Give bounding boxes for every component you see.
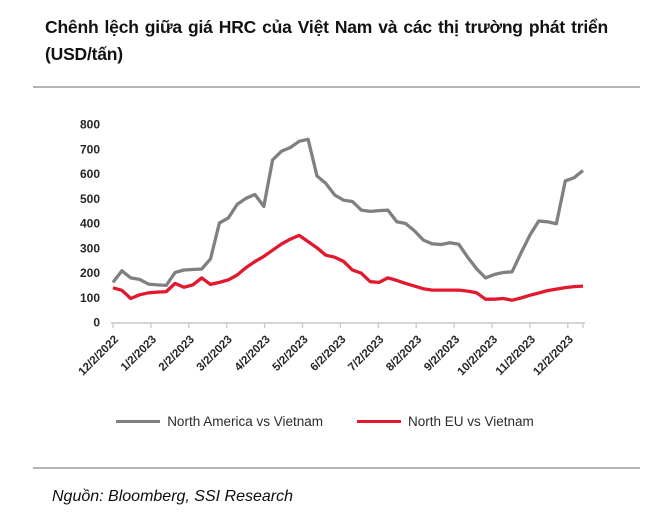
y-axis-tick-label: 800 — [80, 118, 100, 132]
line-chart: 0 100 200 300 400 500 600 700 800 12/2/20221/2/20… — [76, 118, 585, 379]
series-line-north-america — [111, 137, 585, 288]
x-axis-tick-label: 2/2/2023 — [157, 334, 197, 374]
y-axis-tick-label: 200 — [80, 266, 100, 280]
y-axis-tick-label: 400 — [80, 217, 100, 231]
north-america-line-swatch — [116, 419, 161, 424]
x-axis-tick-label: 6/2/2023 — [308, 334, 348, 374]
y-axis-tick-label: 300 — [80, 241, 100, 255]
x-axis-tick-label: 3/2/2023 — [195, 334, 235, 374]
north-eu-line-swatch — [357, 419, 401, 424]
x-axis-tick-label: 8/2/2023 — [384, 334, 424, 374]
x-axis-tick-label: 7/2/2023 — [346, 334, 386, 374]
legend-item-north-america: North America vs Vietnam — [116, 414, 323, 429]
x-axis-tick-label: 12/2/2023 — [531, 334, 576, 379]
x-axis-tick-label: 1/2/2023 — [119, 334, 159, 374]
chart-legend: North America vs Vietnam North EU vs Vie… — [0, 414, 650, 429]
y-axis-tick-label: 100 — [80, 291, 100, 305]
legend-label-north-america: North America vs Vietnam — [167, 414, 323, 429]
y-axis-tick-label: 600 — [80, 167, 100, 181]
title-divider — [33, 86, 640, 88]
y-axis-tick-label: 500 — [80, 192, 100, 206]
chart-title: Chênh lệch giữa giá HRC của Việt Nam và … — [45, 17, 608, 64]
y-axis-tick-label: 0 — [93, 316, 100, 330]
x-axis-tick-label: 10/2/2023 — [455, 334, 500, 379]
legend-label-north-eu: North EU vs Vietnam — [408, 414, 534, 429]
legend-item-north-eu: North EU vs Vietnam — [357, 414, 534, 429]
source-note: Nguồn: Bloomberg, SSI Research — [52, 488, 294, 505]
x-axis-tick-label: 5/2/2023 — [270, 334, 310, 374]
series-line-north-eu — [112, 233, 584, 302]
x-axis-tick-label: 12/2/2022 — [76, 334, 121, 379]
y-axis-tick-label: 700 — [80, 142, 100, 156]
x-axis-tick-label: 4/2/2023 — [233, 334, 273, 374]
footer-divider — [33, 467, 640, 469]
